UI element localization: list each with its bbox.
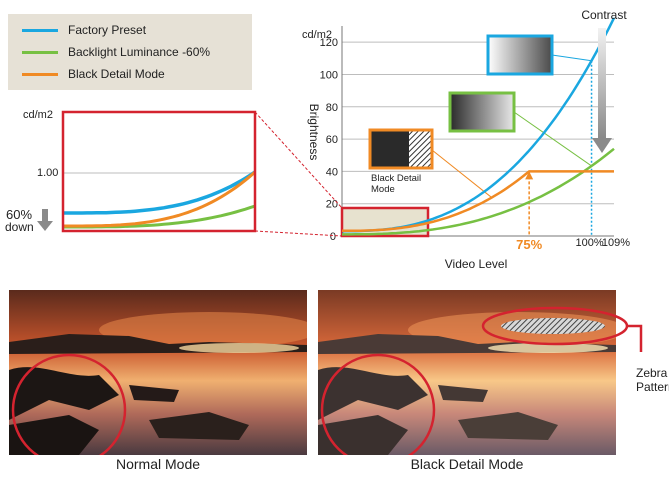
zebra-label-line1: Zebra [636, 366, 668, 380]
x-tick-109: 109% [602, 237, 630, 249]
normal-mode-photo [9, 290, 307, 455]
black-detail-highlight-circle [320, 353, 436, 455]
series-line-black-detail [342, 170, 614, 233]
y-tick-label: 40 [326, 166, 338, 178]
y-tick-label: 120 [320, 37, 338, 49]
zebra-label: Zebra Pattern [636, 366, 669, 394]
thumb-green-connector [513, 111, 592, 167]
legend-swatch-blue [22, 29, 58, 32]
main-chart-curves [341, 17, 616, 236]
legend-swatch-green [22, 51, 58, 54]
x-axis-title: Video Level [445, 257, 508, 271]
x-tick-100: 100% [575, 237, 603, 249]
guide-75-arrow [525, 171, 534, 180]
inset-line-factory-preset [63, 170, 256, 215]
zebra-callout [481, 306, 643, 352]
y-tick-label: 20 [326, 199, 338, 211]
main-chart-labels: 75% 100%109% [516, 237, 630, 252]
black-detail-line1: Black Detail [371, 173, 421, 184]
series-line-backlight [342, 147, 615, 236]
legend-label: Black Detail Mode [68, 67, 165, 81]
black-detail-thumb [368, 128, 434, 170]
black-detail-line2: Mode [371, 184, 395, 195]
y-tick-label: 0 [330, 231, 336, 243]
zoom-connector-bottom [254, 230, 343, 237]
chart-legend: Factory Preset Backlight Luminance -60% … [8, 14, 252, 90]
x-tick-75: 75% [516, 237, 542, 252]
normal-mode-caption: Normal Mode [115, 456, 201, 472]
contrast-label: Contrast [581, 8, 627, 22]
down-label: 60% down [5, 207, 36, 234]
main-chart-guides [431, 54, 593, 236]
y-axis-unit: cd/m2 [302, 29, 332, 41]
y-tick-label: 80 [326, 102, 338, 114]
y-tick-label: 60 [326, 134, 338, 146]
y-tick-label: 100 [320, 69, 338, 81]
down-word: down [5, 220, 34, 234]
inset-line-black-detail [63, 170, 256, 228]
zebra-label-line2: Pattern [636, 380, 669, 394]
gradient-thumb-blue [486, 34, 554, 76]
gradient-thumb-green [448, 91, 516, 133]
legend-swatch-orange [22, 73, 58, 76]
normal-mode-highlight-circle [11, 353, 127, 455]
contrast-arrow [592, 28, 612, 153]
y-axis-title: Brightness [307, 104, 321, 161]
down-pct: 60% [6, 207, 32, 222]
black-detail-caption: Black Detail Mode [410, 456, 524, 472]
thumb-orange-connector [431, 149, 493, 198]
legend-label: Backlight Luminance -60% [68, 45, 211, 59]
brightness-chart: 0 20 40 60 80 100 120 75% 100%109% cd/m2 Bright… [5, 8, 630, 271]
black-detail-thumb-label: Black Detail Mode [371, 173, 424, 195]
zebra-highlight-ellipse [481, 306, 629, 346]
zoom-connector-top [254, 111, 343, 209]
inset-curves [63, 170, 256, 229]
inset-y-tick: 1.00 [37, 167, 58, 179]
inset-y-unit: cd/m2 [23, 109, 53, 121]
zebra-callout-line [627, 324, 643, 352]
inset-frame [61, 110, 257, 233]
black-detail-photo [318, 290, 616, 455]
thumb-blue-connector [551, 54, 592, 62]
zebra-pattern-fill [501, 318, 605, 334]
down-arrow-icon [37, 209, 53, 231]
legend-label: Factory Preset [68, 23, 147, 37]
